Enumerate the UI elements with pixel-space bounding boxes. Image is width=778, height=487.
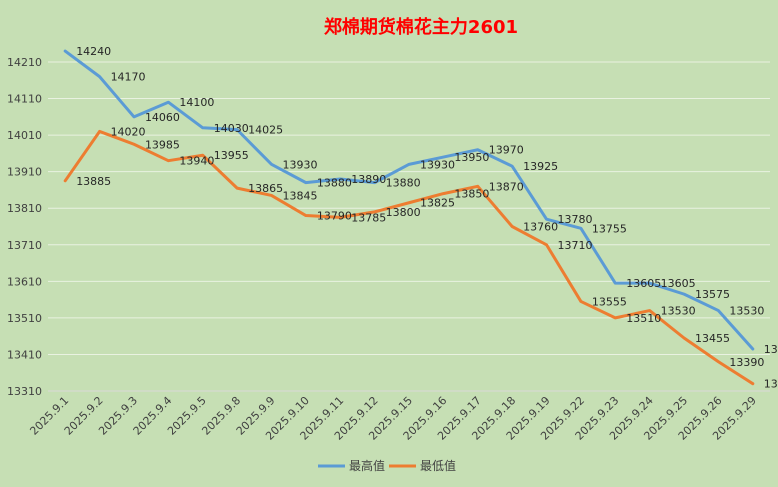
data-label: 13455 <box>695 332 730 345</box>
data-label: 13390 <box>729 356 764 369</box>
data-label: 13605 <box>626 277 661 290</box>
data-label: 13845 <box>282 189 317 202</box>
y-tick-label: 14210 <box>7 56 42 69</box>
y-tick-label: 14010 <box>7 129 42 142</box>
y-tick-label: 13810 <box>7 202 42 215</box>
data-label: 13800 <box>386 206 421 219</box>
y-tick-label: 14110 <box>7 93 42 106</box>
data-label: 14020 <box>111 125 146 138</box>
series-line-high <box>63 49 755 351</box>
data-label: 14240 <box>76 45 111 58</box>
legend: 最高值 最低值 <box>318 458 456 473</box>
data-label: 13955 <box>214 149 249 162</box>
y-tick-label: 13310 <box>7 385 42 398</box>
y-tick-label: 13410 <box>7 348 42 361</box>
data-label: 13510 <box>626 312 661 325</box>
y-tick-label: 13610 <box>7 275 42 288</box>
data-label: 13755 <box>592 222 627 235</box>
data-label: 13880 <box>317 177 352 190</box>
data-label: 14170 <box>111 71 146 84</box>
y-axis: 13310 13410 13510 13610 13710 13810 13910 14010… <box>7 56 42 398</box>
data-label: 13885 <box>76 175 111 188</box>
data-label: 13970 <box>489 144 524 157</box>
data-label: 14025 <box>248 124 283 137</box>
series-lines <box>63 49 755 386</box>
legend-label: 最高值 <box>349 458 385 473</box>
legend-label: 最低值 <box>420 458 456 473</box>
data-label: 13780 <box>558 213 593 226</box>
gridlines <box>48 61 770 392</box>
data-label: 13760 <box>523 221 558 234</box>
data-label: 13710 <box>558 239 593 252</box>
data-label: 13890 <box>351 173 386 186</box>
y-tick-label: 13510 <box>7 312 42 325</box>
data-label: 13425 <box>764 343 778 356</box>
data-label: 14100 <box>179 96 214 109</box>
data-label: 13940 <box>179 155 214 168</box>
data-label: 13870 <box>489 180 524 193</box>
data-label: 13555 <box>592 295 627 308</box>
data-label: 13930 <box>282 158 317 171</box>
data-label: 13925 <box>523 160 558 173</box>
y-tick-label: 13910 <box>7 166 42 179</box>
data-label: 13880 <box>386 177 421 190</box>
data-label: 13865 <box>248 182 283 195</box>
data-label: 14060 <box>145 111 180 124</box>
data-label: 13950 <box>454 151 489 164</box>
data-label: 13330 <box>764 378 778 391</box>
data-label: 13825 <box>420 197 455 210</box>
data-label: 13785 <box>351 211 386 224</box>
data-label: 14030 <box>214 122 249 135</box>
data-label: 13985 <box>145 138 180 151</box>
data-label: 13530 <box>729 305 764 318</box>
data-label: 13850 <box>454 188 489 201</box>
chart-title: 郑棉期货棉花主力2601 <box>324 16 518 38</box>
data-label: 13605 <box>661 277 696 290</box>
data-label: 13575 <box>695 288 730 301</box>
y-tick-label: 13710 <box>7 239 42 252</box>
data-label: 13530 <box>661 305 696 318</box>
series-line-low <box>63 129 755 386</box>
data-label: 13930 <box>420 158 455 171</box>
data-label: 13790 <box>317 210 352 223</box>
